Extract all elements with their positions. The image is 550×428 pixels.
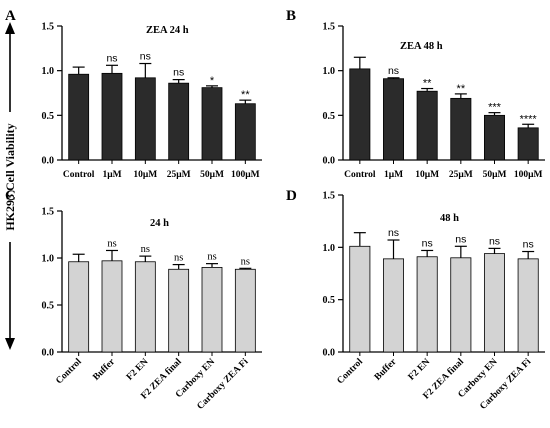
panel-b: B ZEA 48 h 0.0 0.5 1.0 1.5 Control ns 1μM ** 10μM *… bbox=[286, 8, 545, 180]
x-tick-label: Control bbox=[63, 170, 95, 180]
panel-title: ZEA 48 h bbox=[400, 41, 443, 52]
significance-label: *** bbox=[488, 102, 502, 114]
bar bbox=[234, 103, 256, 161]
panel-letter: D bbox=[286, 188, 297, 204]
x-tick-label: Control bbox=[344, 170, 376, 180]
panel-d: D 48 h 0.0 0.5 1.0 1.5 Control ns Buffer ns F2 EN n… bbox=[286, 188, 545, 412]
bar bbox=[134, 261, 156, 353]
bar bbox=[168, 268, 190, 353]
significance-label: ** bbox=[423, 78, 432, 90]
x-tick-label: 50μM bbox=[200, 170, 224, 180]
y-tick-label: 1.0 bbox=[323, 243, 336, 254]
bar bbox=[134, 77, 156, 161]
significance-label: ns bbox=[141, 244, 150, 255]
x-tick-label: Buffer bbox=[91, 357, 117, 383]
panel-letter: C bbox=[5, 188, 16, 204]
significance-label: ** bbox=[457, 83, 466, 95]
x-tick-label: Control bbox=[54, 357, 84, 387]
significance-label: ns bbox=[388, 65, 399, 77]
y-tick-label: 0.5 bbox=[323, 295, 336, 306]
ylabel-background bbox=[0, 112, 20, 242]
bar bbox=[382, 258, 404, 353]
arrow-up-icon bbox=[5, 22, 15, 34]
chart-panels: A ZEA 24 h 0.0 0.5 1.0 1.5 Control ns 1μM ns 10μM n… bbox=[5, 8, 545, 412]
panel-letter: B bbox=[286, 8, 296, 24]
bar bbox=[68, 73, 90, 161]
x-tick-label: 25μM bbox=[167, 170, 191, 180]
panel-a: A ZEA 24 h 0.0 0.5 1.0 1.5 Control ns 1μM ns 10μM n… bbox=[5, 8, 262, 180]
y-tick-label: 0.0 bbox=[42, 156, 55, 167]
bar bbox=[168, 82, 190, 161]
bar bbox=[201, 87, 223, 161]
arrow-down-icon bbox=[5, 338, 15, 350]
y-tick-label: 0.5 bbox=[323, 111, 336, 122]
bar bbox=[416, 256, 438, 353]
bar bbox=[416, 90, 438, 161]
bar bbox=[450, 257, 472, 353]
bar bbox=[349, 245, 371, 353]
significance-label: * bbox=[210, 75, 215, 87]
y-tick-label: 1.5 bbox=[323, 191, 336, 202]
x-tick-label: 1μM bbox=[384, 170, 403, 180]
significance-label: ns bbox=[140, 51, 151, 63]
x-tick-label: Control bbox=[336, 357, 366, 387]
x-tick-label: 10μM bbox=[415, 170, 439, 180]
y-tick-label: 1.5 bbox=[323, 22, 336, 33]
significance-label: ns bbox=[207, 252, 216, 263]
significance-label: **** bbox=[520, 113, 538, 125]
x-tick-label: F2 EN bbox=[125, 357, 151, 383]
bar bbox=[349, 68, 371, 161]
bar bbox=[101, 72, 123, 161]
significance-label: ns bbox=[241, 256, 250, 267]
panel-c: C 24 h 0.0 0.5 1.0 1.5 Control ns Buffer ns F2 EN n… bbox=[5, 188, 262, 412]
x-tick-label: Buffer bbox=[373, 357, 399, 383]
panel-title: 24 h bbox=[150, 218, 169, 229]
y-tick-label: 1.0 bbox=[323, 66, 336, 77]
y-tick-label: 0.5 bbox=[42, 301, 55, 312]
significance-label: ns bbox=[455, 233, 466, 245]
y-tick-label: 1.0 bbox=[42, 254, 55, 265]
significance-label: ns bbox=[523, 239, 534, 251]
significance-label: ns bbox=[489, 235, 500, 247]
significance-label: ns bbox=[106, 52, 117, 64]
x-tick-label: 100μM bbox=[231, 170, 260, 180]
bar bbox=[382, 78, 404, 161]
y-tick-label: 0.5 bbox=[42, 111, 55, 122]
bar bbox=[201, 266, 223, 353]
significance-label: ns bbox=[388, 227, 399, 239]
significance-label: ns bbox=[107, 238, 116, 249]
shared-ylabel: HK293 Cell Viability bbox=[3, 123, 17, 230]
x-tick-label: F2 EN bbox=[407, 357, 433, 383]
significance-label: ** bbox=[241, 89, 250, 101]
x-tick-label: 10μM bbox=[133, 170, 157, 180]
x-tick-label: 25μM bbox=[449, 170, 473, 180]
significance-label: ns bbox=[173, 67, 184, 79]
significance-label: ns bbox=[174, 253, 183, 264]
bar bbox=[101, 260, 123, 353]
y-tick-label: 0.0 bbox=[323, 348, 336, 359]
panel-letter: A bbox=[5, 8, 16, 24]
shared-ylabel-group: HK293 Cell Viability bbox=[0, 22, 20, 350]
bar bbox=[68, 261, 90, 353]
x-tick-label: 50μM bbox=[483, 170, 507, 180]
bar bbox=[483, 253, 505, 353]
y-tick-label: 1.0 bbox=[42, 66, 55, 77]
panel-title: ZEA 24 h bbox=[146, 25, 189, 36]
x-tick-label: 100μM bbox=[514, 170, 543, 180]
panel-title: 48 h bbox=[440, 213, 459, 224]
y-tick-label: 1.5 bbox=[42, 22, 55, 33]
bar bbox=[517, 127, 539, 161]
y-tick-label: 1.5 bbox=[42, 207, 55, 218]
x-tick-label: 1μM bbox=[102, 170, 121, 180]
y-tick-label: 0.0 bbox=[323, 156, 336, 167]
bar bbox=[483, 114, 505, 161]
significance-label: ns bbox=[422, 237, 433, 249]
bar bbox=[450, 97, 472, 161]
y-tick-label: 0.0 bbox=[42, 348, 55, 359]
bar bbox=[517, 258, 539, 353]
bar bbox=[234, 268, 256, 353]
